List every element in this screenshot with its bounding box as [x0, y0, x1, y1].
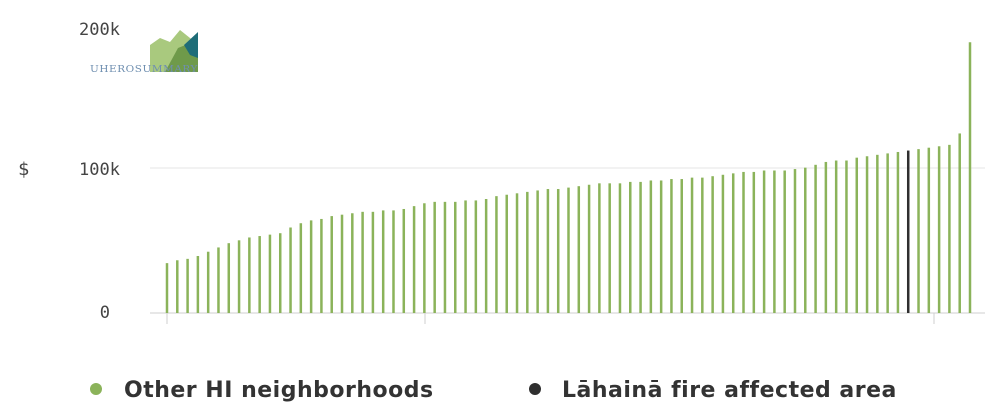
- bar: [484, 199, 488, 313]
- bar: [731, 173, 735, 313]
- bar: [659, 180, 663, 313]
- bar: [742, 171, 745, 313]
- bar: [515, 193, 519, 313]
- bar: [546, 189, 550, 313]
- bar: [701, 177, 704, 314]
- bar: [690, 177, 694, 314]
- uhero-logo: UHEROSUMMARY: [90, 30, 199, 75]
- legend: Other HI neighborhoods Lāhainā fire affe…: [90, 378, 897, 403]
- bar-lahaina: [906, 150, 910, 313]
- bar: [227, 243, 231, 314]
- bar: [773, 170, 776, 313]
- bar: [629, 181, 632, 313]
- legend-marker-lahaina: [529, 383, 541, 395]
- bar: [371, 211, 375, 313]
- bar: [217, 247, 220, 313]
- legend-label-other: Other HI neighborhoods: [124, 378, 434, 403]
- bar: [762, 170, 766, 313]
- bar: [165, 263, 169, 314]
- bar: [248, 237, 251, 313]
- bar: [237, 240, 241, 313]
- bar: [587, 184, 591, 313]
- bar: [454, 201, 457, 313]
- bars-group: [165, 42, 972, 314]
- bar: [927, 147, 931, 313]
- bar: [917, 149, 920, 314]
- bar: [536, 190, 539, 313]
- bar: [505, 194, 508, 313]
- bar: [361, 211, 364, 313]
- bar: [639, 181, 642, 313]
- y-tick-label-100k: 100k: [79, 160, 120, 180]
- bar: [381, 210, 385, 313]
- y-tick-label-200k: 200k: [79, 20, 120, 40]
- bar: [968, 42, 972, 313]
- bar: [948, 144, 951, 313]
- bar: [598, 183, 601, 313]
- bar: [423, 203, 426, 313]
- bar: [896, 151, 900, 313]
- y-tick-label-0: 0: [100, 303, 110, 323]
- bar: [340, 214, 344, 313]
- bar: [567, 187, 570, 313]
- bar: [855, 157, 859, 313]
- bar: [443, 201, 447, 313]
- bar: [402, 208, 406, 313]
- bar: [299, 223, 303, 313]
- bar: [752, 171, 756, 313]
- bar: [289, 227, 292, 313]
- bar: [814, 164, 817, 313]
- bar: [680, 179, 683, 313]
- bar: [309, 220, 313, 314]
- bar: [670, 179, 673, 313]
- logo-mountain-teal: [184, 32, 198, 58]
- legend-marker-other: [90, 383, 102, 395]
- bar: [278, 233, 282, 313]
- bar: [577, 186, 581, 314]
- bar: [206, 251, 210, 313]
- bar: [649, 180, 653, 313]
- logo-text: UHEROSUMMARY: [90, 65, 199, 75]
- bar: [804, 167, 807, 313]
- bar: [608, 183, 611, 313]
- bar: [865, 156, 869, 313]
- bar: [186, 258, 189, 313]
- bar: [392, 210, 395, 313]
- bar: [464, 200, 467, 314]
- bar: [886, 153, 889, 313]
- bar: [176, 260, 179, 313]
- bar: [196, 256, 200, 313]
- bar: [526, 191, 529, 314]
- bar: [793, 169, 797, 313]
- bar: [556, 189, 560, 313]
- bar: [783, 170, 786, 313]
- bar: [433, 201, 436, 313]
- bar: [268, 234, 272, 314]
- bar: [495, 196, 498, 313]
- bar: [958, 133, 961, 313]
- bar: [618, 183, 622, 313]
- bar: [834, 160, 838, 313]
- bar: [351, 213, 354, 313]
- y-axis-label: $: [18, 159, 29, 180]
- bar: [320, 218, 323, 313]
- bar: [845, 160, 848, 313]
- bar: [711, 176, 714, 313]
- bar: [937, 146, 941, 313]
- bar: [330, 216, 333, 313]
- bar: [721, 174, 725, 313]
- bar: [258, 236, 261, 313]
- bar: [876, 154, 879, 313]
- bar: [824, 161, 828, 313]
- legend-label-lahaina: Lāhainā fire affected area: [562, 378, 897, 403]
- bar: [412, 206, 416, 314]
- bar: [474, 200, 478, 314]
